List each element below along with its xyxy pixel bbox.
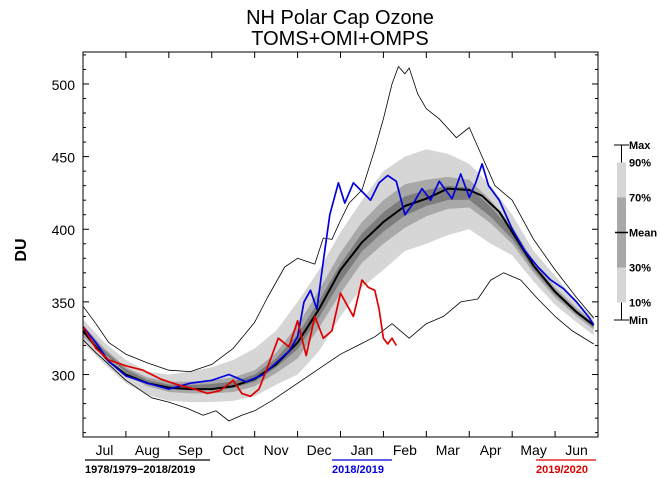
key-label-5: 10% bbox=[629, 298, 651, 310]
key-label-6: Min bbox=[629, 315, 648, 327]
y-tick-label: 500 bbox=[52, 77, 76, 93]
x-tick-label-jun: Jun bbox=[565, 442, 588, 458]
x-tick-label-aug: Aug bbox=[135, 442, 160, 458]
key-label-1: 90% bbox=[629, 158, 651, 170]
plot-area bbox=[82, 66, 595, 422]
series-2018-2019 bbox=[82, 163, 595, 390]
series-2019-2020 bbox=[82, 279, 398, 398]
key-label-0: Max bbox=[629, 140, 651, 152]
key-label-4: 30% bbox=[629, 263, 651, 275]
legend-label-2020: 2019/2020 bbox=[536, 464, 588, 476]
x-tick-label-jul: Jul bbox=[96, 442, 114, 458]
percentile-key: Max 90% 70% Mean 30% 10% Min bbox=[614, 140, 657, 327]
x-tick-label-mar: Mar bbox=[436, 442, 460, 458]
x-tick-label-feb: Feb bbox=[393, 442, 417, 458]
x-tick-label-oct: Oct bbox=[222, 442, 244, 458]
x-tick-label-nov: Nov bbox=[264, 442, 289, 458]
x-tick-label-sep: Sep bbox=[178, 442, 203, 458]
x-tick-label-apr: Apr bbox=[480, 442, 502, 458]
legend-label-2018: 2018/2019 bbox=[332, 464, 384, 476]
key-label-2: 70% bbox=[629, 193, 651, 205]
min-line bbox=[82, 272, 594, 422]
chart-subtitle: TOMS+OMI+OMPS bbox=[251, 28, 428, 50]
x-tick-label-jan: Jan bbox=[351, 442, 374, 458]
y-tick-label: 300 bbox=[52, 368, 76, 384]
y-tick-label: 450 bbox=[52, 150, 76, 166]
axes: 300 350 400 450 500 Jul Aug Sep Oct Nov Dec Jan Feb M… bbox=[52, 51, 599, 458]
y-axis-label: DU bbox=[13, 238, 30, 261]
x-tick-label-may: May bbox=[520, 442, 546, 458]
legend: 1978/1979−2018/2019 2018/2019 2019/2020 bbox=[85, 459, 596, 476]
key-label-3: Mean bbox=[629, 228, 657, 240]
y-tick-label: 400 bbox=[52, 222, 76, 238]
max-line bbox=[82, 66, 595, 372]
legend-label-climatology: 1978/1979−2018/2019 bbox=[85, 464, 195, 476]
y-tick-label: 350 bbox=[52, 295, 76, 311]
x-tick-label-dec: Dec bbox=[307, 442, 332, 458]
chart-title: NH Polar Cap Ozone bbox=[246, 7, 434, 29]
